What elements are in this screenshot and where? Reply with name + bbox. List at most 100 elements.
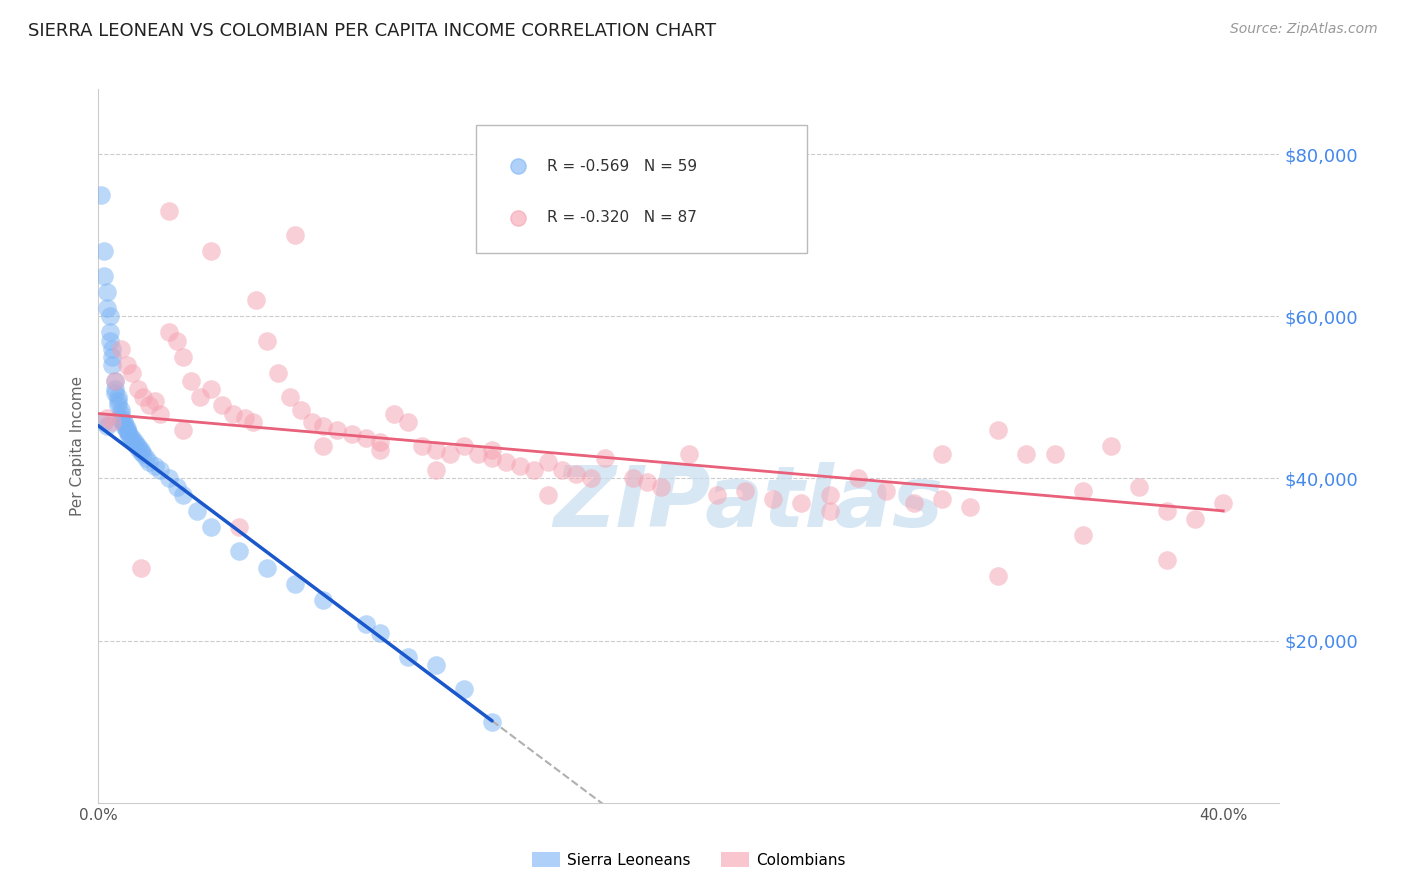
Point [509, 459, 531, 474]
Point [425, 443, 447, 458]
Point [101, 358, 124, 372]
Point [157, 471, 180, 485]
Point [959, 500, 981, 514]
Point [157, 326, 180, 340]
Point [425, 463, 447, 477]
Point [439, 447, 461, 461]
Text: SIERRA LEONEAN VS COLOMBIAN PER CAPITA INCOME CORRELATION CHART: SIERRA LEONEAN VS COLOMBIAN PER CAPITA I… [28, 22, 716, 40]
FancyBboxPatch shape [477, 125, 807, 253]
Point [551, 463, 574, 477]
Point [118, 426, 141, 441]
Point [107, 399, 129, 413]
Point [180, 374, 202, 388]
Point [166, 479, 188, 493]
Point [267, 366, 290, 380]
Point [222, 407, 245, 421]
Point [101, 342, 124, 356]
Point [200, 520, 222, 534]
Point [98, 334, 121, 348]
Point [96, 285, 118, 299]
Point [228, 520, 250, 534]
Point [495, 455, 517, 469]
Point [284, 577, 307, 591]
Point [101, 415, 124, 429]
Point [650, 479, 672, 493]
Point [453, 439, 475, 453]
Point [875, 483, 897, 498]
Point [172, 423, 194, 437]
Point [104, 382, 127, 396]
Point [565, 467, 588, 482]
Point [138, 455, 160, 469]
Point [93, 268, 115, 283]
Point [411, 439, 433, 453]
Point [149, 407, 172, 421]
Point [621, 471, 644, 485]
Point [1212, 496, 1234, 510]
Point [104, 386, 127, 401]
Point [200, 382, 222, 396]
Point [1156, 504, 1178, 518]
Point [931, 491, 953, 506]
Point [96, 418, 118, 433]
Point [124, 437, 146, 451]
Point [112, 418, 135, 433]
Point [135, 451, 157, 466]
Point [112, 417, 135, 431]
Point [188, 390, 211, 404]
Point [110, 402, 132, 417]
Point [762, 491, 785, 506]
Text: ZIPatlas: ZIPatlas [553, 461, 943, 545]
Point [104, 374, 127, 388]
Point [523, 463, 546, 477]
Point [537, 488, 560, 502]
Point [90, 187, 112, 202]
Point [172, 350, 194, 364]
Point [1071, 528, 1094, 542]
Point [368, 434, 391, 449]
Point [107, 394, 129, 409]
Point [734, 483, 756, 498]
Point [368, 443, 391, 458]
Point [107, 390, 129, 404]
Point [115, 423, 138, 437]
Point [112, 415, 135, 429]
Point [124, 434, 146, 449]
Point [312, 593, 335, 607]
Point [157, 203, 180, 218]
Point [115, 358, 138, 372]
Point [118, 429, 141, 443]
Point [481, 451, 503, 466]
Point [110, 413, 132, 427]
Point [903, 496, 925, 510]
Point [467, 447, 489, 461]
Point [818, 488, 841, 502]
Point [132, 447, 155, 461]
Point [101, 350, 124, 364]
Point [706, 488, 728, 502]
Point [127, 439, 149, 453]
Point [1015, 447, 1038, 461]
Point [481, 443, 503, 458]
Point [96, 301, 118, 315]
Legend: Sierra Leoneans, Colombians: Sierra Leoneans, Colombians [526, 846, 852, 873]
Point [382, 407, 405, 421]
Point [354, 431, 377, 445]
Point [110, 407, 132, 421]
Point [1128, 479, 1150, 493]
Y-axis label: Per Capita Income: Per Capita Income [70, 376, 86, 516]
Point [312, 439, 335, 453]
Point [121, 431, 143, 445]
Point [172, 488, 194, 502]
Point [98, 326, 121, 340]
Point [129, 445, 152, 459]
Point [1099, 439, 1122, 453]
Point [129, 560, 152, 574]
Point [242, 415, 264, 429]
Point [211, 399, 233, 413]
Point [931, 447, 953, 461]
Point [256, 560, 278, 574]
Point [138, 399, 160, 413]
Point [354, 617, 377, 632]
Point [233, 410, 256, 425]
